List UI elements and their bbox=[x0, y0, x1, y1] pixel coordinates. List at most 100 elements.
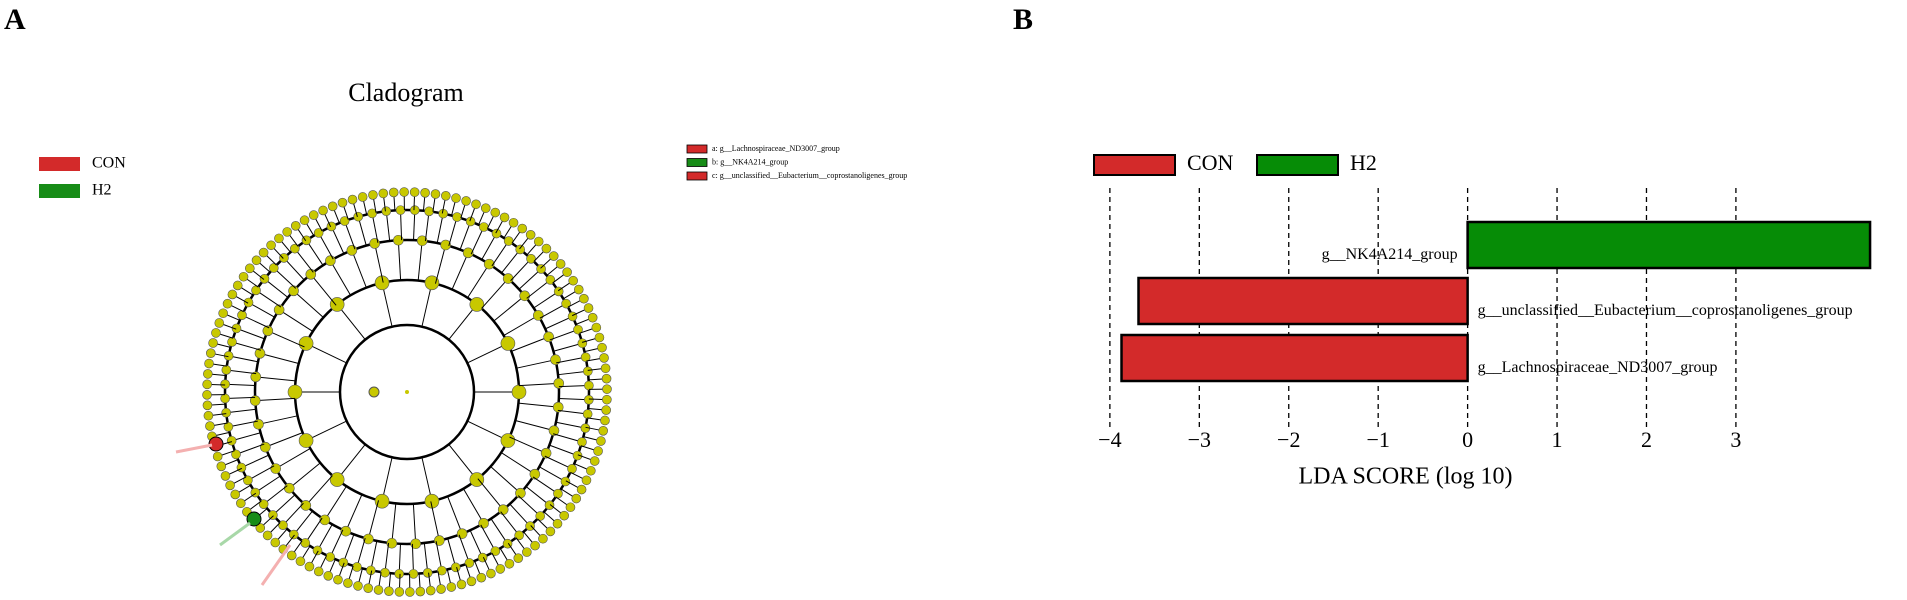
clade-branch bbox=[255, 289, 282, 308]
clade-node bbox=[508, 217, 519, 228]
clade-node bbox=[550, 354, 561, 365]
clade-node bbox=[483, 258, 495, 270]
clade-node bbox=[415, 586, 426, 597]
clade-node bbox=[290, 221, 301, 231]
clade-node bbox=[284, 482, 295, 494]
clade-branch bbox=[413, 210, 416, 241]
clade-node bbox=[587, 312, 598, 323]
clade-node bbox=[208, 338, 218, 348]
x-tick-label: 0 bbox=[1462, 427, 1473, 452]
clade-node bbox=[326, 221, 337, 232]
x-tick-label: −3 bbox=[1188, 427, 1211, 452]
clade-node bbox=[526, 254, 536, 264]
clade-branch bbox=[225, 383, 256, 386]
category-label: g__Lachnospiraceae_ND3007_group bbox=[1478, 359, 1718, 376]
clade-branch bbox=[330, 226, 345, 254]
clade-node bbox=[601, 373, 612, 384]
clade-node bbox=[236, 498, 246, 509]
clade-node bbox=[221, 407, 231, 418]
clade-node bbox=[232, 280, 243, 291]
clade-branch bbox=[525, 486, 550, 506]
clade-node bbox=[476, 572, 487, 583]
clade-branch bbox=[241, 314, 270, 329]
clade-branch bbox=[272, 494, 296, 516]
clade-node bbox=[211, 328, 221, 338]
clade-node bbox=[553, 488, 563, 499]
clade-node bbox=[410, 205, 420, 215]
key-label: a: g__Lachnospiraceae_ND3007_group bbox=[712, 144, 840, 153]
clade-branch bbox=[231, 341, 261, 351]
category-label: g__unclassified__Eubacterium__coprostano… bbox=[1478, 302, 1853, 319]
clade-node bbox=[576, 484, 587, 495]
clade-branch bbox=[317, 524, 333, 551]
clade-node bbox=[410, 538, 421, 550]
clade-branch bbox=[374, 243, 384, 283]
clade-branch bbox=[351, 250, 367, 288]
clade-node bbox=[243, 297, 254, 308]
clade-branch bbox=[555, 421, 586, 429]
clade-branch bbox=[549, 444, 578, 457]
clade-node bbox=[340, 525, 352, 537]
clade-node bbox=[515, 487, 526, 499]
clade-branch bbox=[509, 503, 531, 527]
clade-node bbox=[333, 574, 343, 585]
clade-branch bbox=[469, 530, 484, 558]
clade-node bbox=[319, 514, 331, 526]
clade-node bbox=[555, 259, 566, 269]
clade-node bbox=[386, 537, 398, 549]
clade-node bbox=[218, 308, 228, 319]
clade-branch bbox=[259, 352, 299, 365]
clade-node bbox=[325, 552, 336, 562]
clade-branch bbox=[447, 496, 463, 534]
clade-branch bbox=[435, 541, 443, 571]
clade-branch bbox=[490, 466, 521, 494]
clade-branch bbox=[467, 342, 509, 364]
clade-node bbox=[327, 201, 338, 212]
clade-node bbox=[584, 395, 594, 405]
clade-node bbox=[227, 337, 237, 347]
clade-node bbox=[255, 523, 266, 533]
clade-branch bbox=[226, 408, 257, 414]
clade-branch bbox=[357, 216, 367, 246]
clade-node bbox=[495, 564, 506, 574]
clade-node bbox=[535, 511, 545, 521]
key-label: c: g__unclassified__Eubacterium__coprost… bbox=[712, 171, 907, 180]
clade-node bbox=[223, 422, 234, 432]
clade-node bbox=[543, 331, 554, 343]
clade-node bbox=[536, 264, 546, 274]
clade-branch bbox=[397, 240, 402, 281]
clade-node bbox=[287, 384, 303, 400]
clade-node bbox=[202, 390, 212, 400]
clade-branch bbox=[226, 369, 257, 375]
clade-node bbox=[589, 456, 600, 466]
clade-branch bbox=[255, 397, 296, 402]
clade-branch bbox=[258, 415, 298, 425]
clade-branch bbox=[278, 309, 314, 332]
clade-branch bbox=[231, 432, 261, 442]
clade-node bbox=[583, 366, 593, 377]
clade-node bbox=[602, 394, 612, 405]
clade-branch bbox=[518, 268, 542, 290]
clade-node bbox=[540, 447, 552, 459]
clade-branch bbox=[477, 478, 504, 510]
clade-node bbox=[565, 502, 576, 513]
clade-node bbox=[436, 584, 446, 594]
clade-branch bbox=[412, 503, 417, 544]
clade-ring bbox=[253, 238, 561, 546]
clade-node bbox=[452, 212, 462, 222]
clade-branch bbox=[515, 419, 555, 432]
clade-node bbox=[395, 205, 406, 215]
clade-node bbox=[469, 297, 485, 312]
clade-node bbox=[222, 298, 233, 309]
clade-node bbox=[288, 285, 299, 297]
clade-node bbox=[313, 228, 324, 238]
clade-marker bbox=[260, 544, 292, 586]
clade-node bbox=[461, 196, 471, 206]
clade-node bbox=[424, 206, 434, 217]
clade-node bbox=[214, 318, 225, 328]
clade-branch bbox=[306, 240, 324, 266]
clade-branch bbox=[385, 211, 391, 242]
clade-node bbox=[378, 188, 389, 199]
clade-branch bbox=[434, 244, 447, 284]
clade-node bbox=[500, 433, 516, 448]
